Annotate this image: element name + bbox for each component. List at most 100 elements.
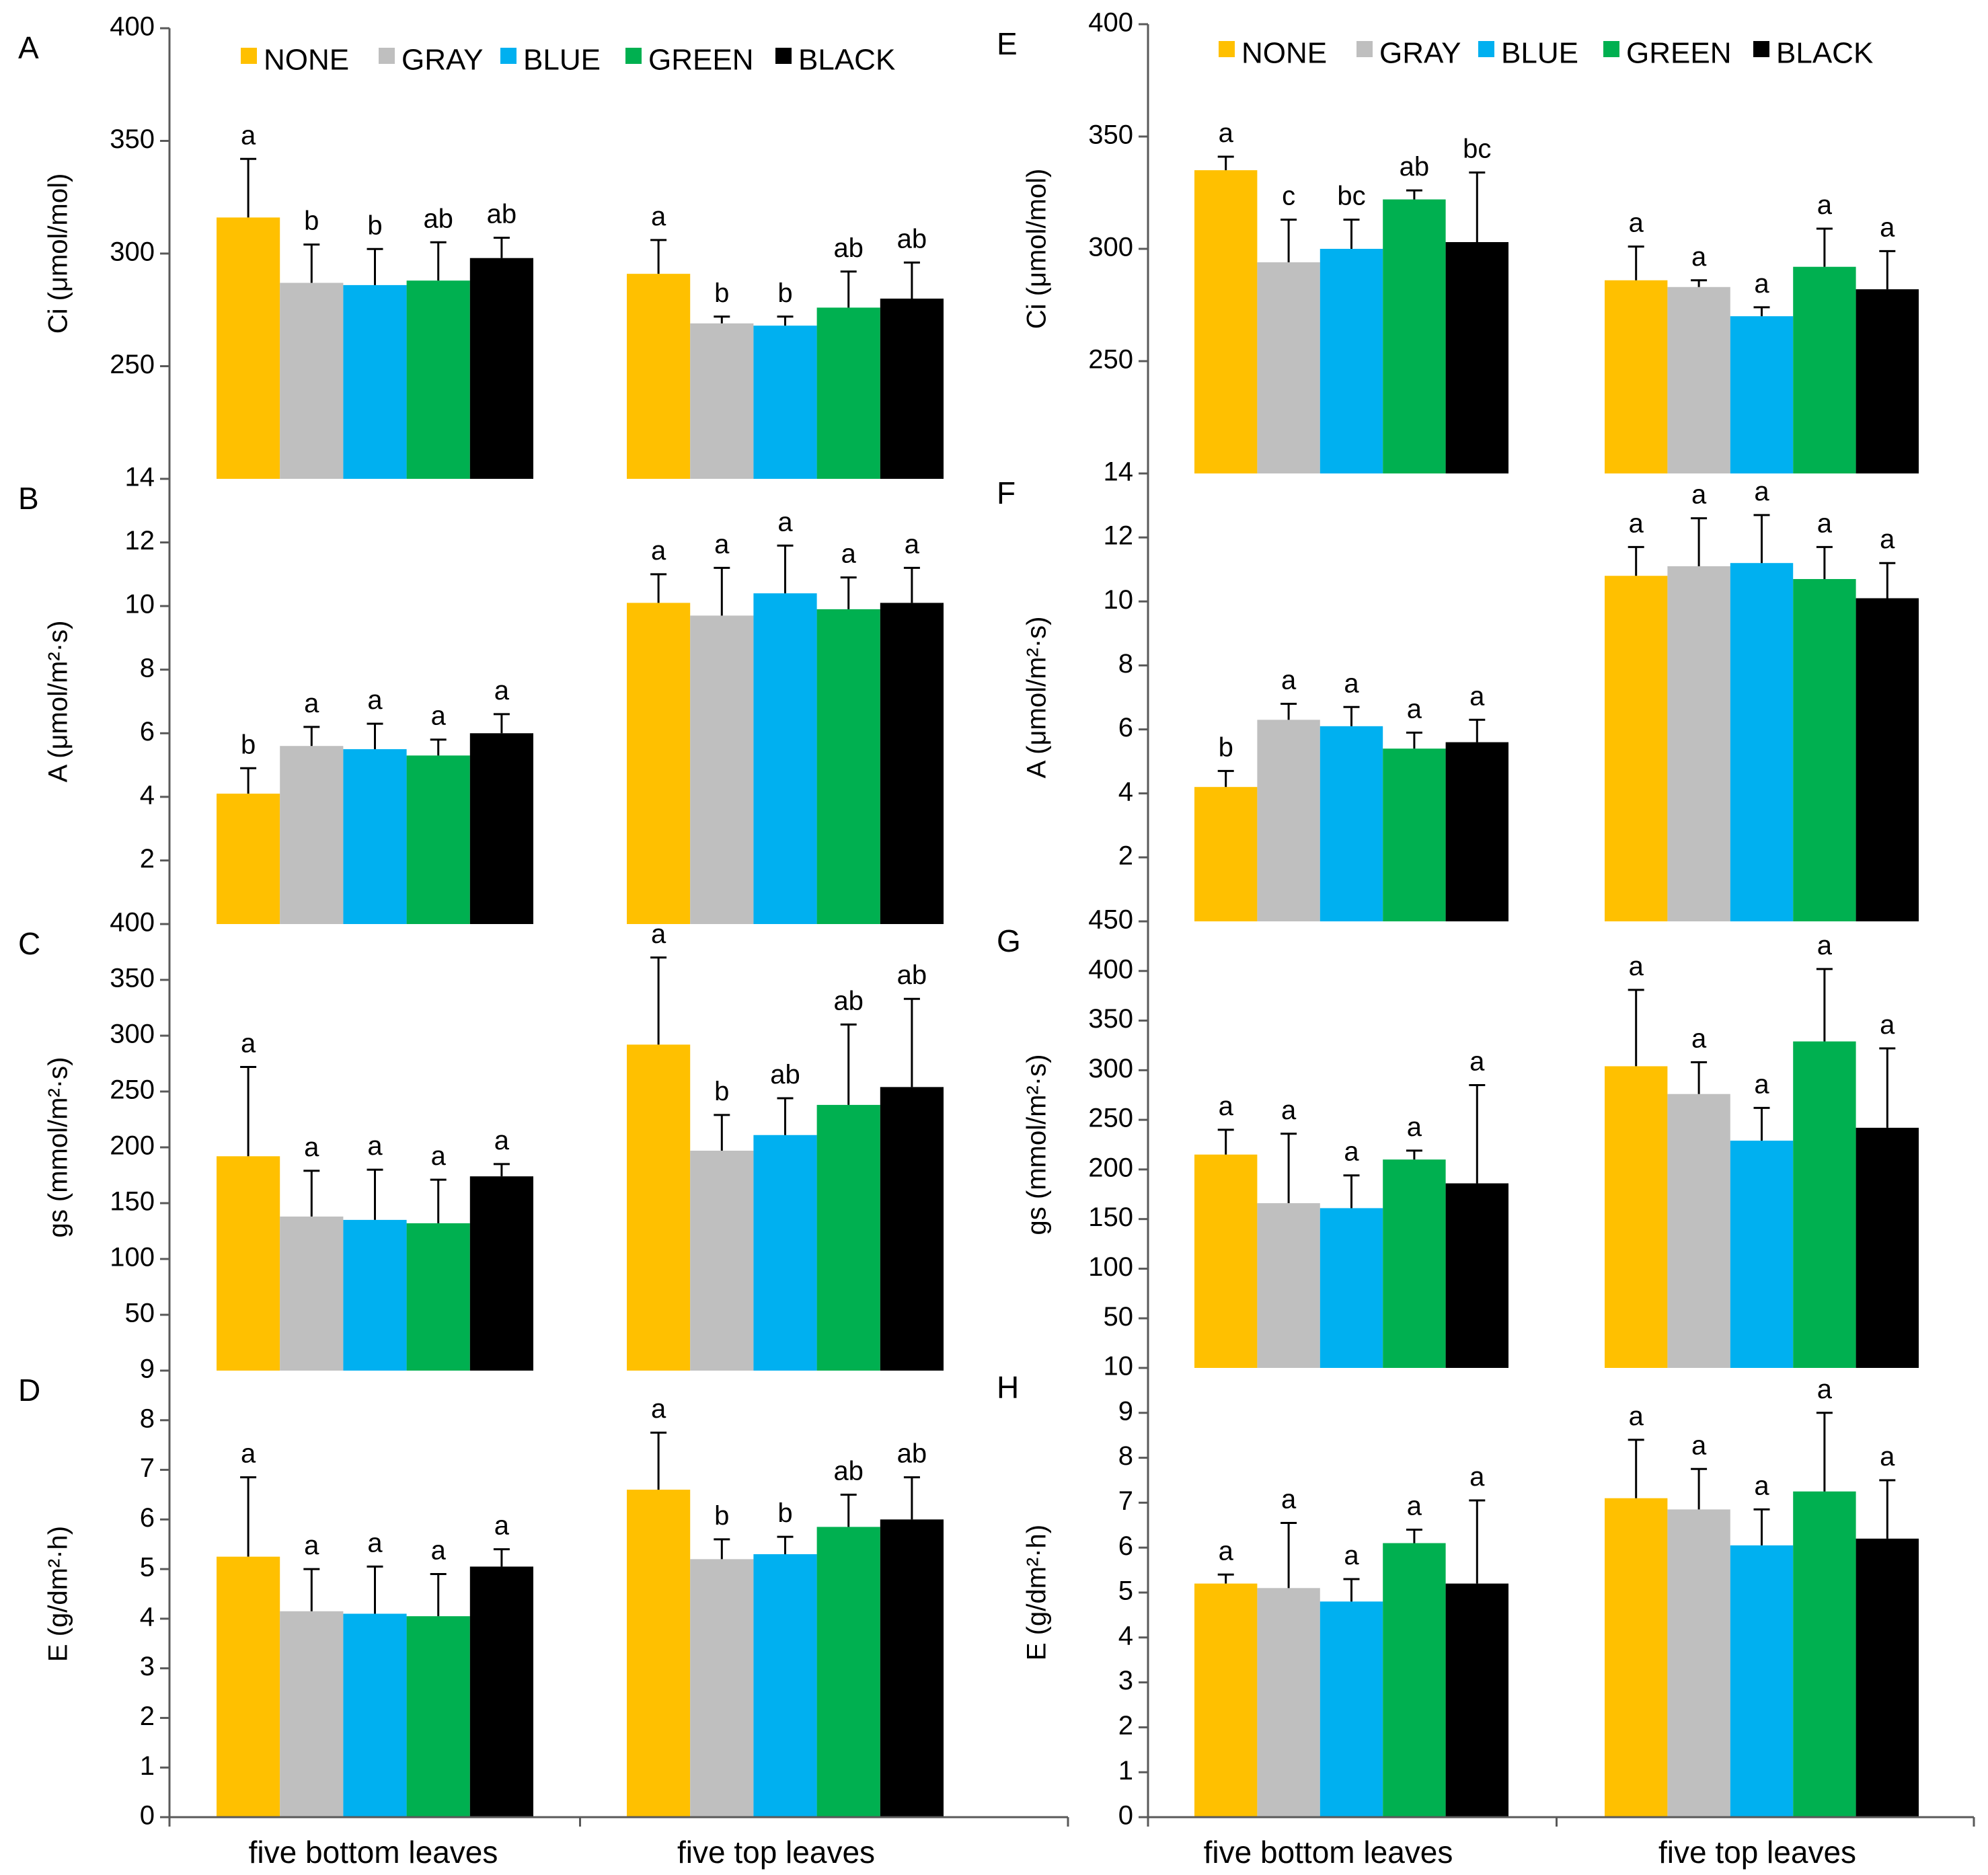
- significance-letter: ab: [833, 233, 864, 263]
- significance-letter: b: [714, 1501, 729, 1531]
- significance-letter: b: [1219, 732, 1233, 762]
- significance-letter: ab: [770, 1060, 800, 1089]
- legend-label-blue: BLUE: [1501, 37, 1578, 70]
- bar-black: [880, 299, 944, 479]
- y-axis-title: E (g/dm²·h): [1022, 1525, 1052, 1660]
- y-tick-label: 300: [1088, 1054, 1133, 1083]
- panel-e: E Ci (μmol/mol) 250 300 350 400 14 a a c a bc a ab a bc…: [997, 8, 1919, 487]
- significance-letter: a: [651, 919, 666, 949]
- bar-gray: [1257, 262, 1320, 473]
- bar-green: [816, 307, 880, 479]
- significance-letter: ab: [423, 204, 453, 233]
- y-tick-label: 8: [1118, 1441, 1133, 1471]
- bar-black: [469, 733, 533, 924]
- panel-letter: F: [997, 475, 1016, 510]
- significance-letter: a: [1281, 1096, 1297, 1125]
- y-tick-label: 2: [140, 844, 155, 874]
- significance-letter: a: [431, 701, 447, 731]
- significance-letter: ab: [487, 200, 517, 229]
- bar-gray: [690, 615, 754, 924]
- y-tick-label: 2: [1118, 841, 1133, 870]
- y-tick-label: 4: [140, 1602, 155, 1632]
- bar-gray: [690, 1150, 754, 1371]
- bar-green: [1383, 199, 1446, 473]
- y-tick-label: 150: [1088, 1202, 1133, 1232]
- significance-letter: a: [714, 529, 730, 559]
- y-tick-label: 10: [125, 590, 155, 619]
- significance-letter: bc: [1337, 182, 1365, 211]
- y-tick-label: 50: [125, 1299, 155, 1328]
- bar-green: [816, 1104, 880, 1371]
- significance-letter: c: [1282, 182, 1295, 211]
- y-tick-label: 14: [1104, 457, 1134, 487]
- bar-gray: [1667, 1094, 1730, 1368]
- bar-blue: [1730, 1545, 1794, 1817]
- significance-letter: a: [1754, 477, 1769, 506]
- bar-green: [1383, 749, 1446, 921]
- significance-letter: ab: [897, 1439, 927, 1469]
- significance-letter: a: [1344, 668, 1359, 698]
- bar-none: [627, 274, 691, 479]
- significance-letter: b: [777, 1498, 792, 1528]
- significance-letter: a: [1344, 1137, 1359, 1167]
- bar-blue: [343, 284, 407, 479]
- significance-letter: a: [651, 536, 666, 566]
- y-tick-label: 250: [110, 1075, 155, 1105]
- legend-swatch-blue: [1478, 41, 1494, 57]
- bar-green: [1793, 1491, 1856, 1817]
- legend-swatch-gray: [1356, 41, 1373, 57]
- bar-blue: [1320, 1208, 1383, 1368]
- y-tick-label: 4: [1118, 777, 1133, 806]
- significance-letter: a: [304, 1133, 319, 1162]
- significance-letter: a: [1219, 118, 1234, 148]
- panel-letter: A: [18, 30, 39, 65]
- bar-none: [1605, 280, 1668, 473]
- bar-black: [1856, 289, 1919, 473]
- significance-letter: a: [494, 1126, 510, 1155]
- bar-black: [880, 1519, 944, 1817]
- y-tick-label: 200: [1088, 1153, 1133, 1182]
- significance-letter: a: [1880, 213, 1895, 242]
- bar-blue: [753, 1135, 817, 1371]
- bar-green: [406, 1616, 470, 1817]
- bar-gray: [1257, 1203, 1320, 1368]
- legend-label-black: BLACK: [798, 44, 895, 77]
- panel-letter: C: [18, 926, 40, 961]
- significance-letter: ab: [897, 960, 927, 990]
- bar-gray: [280, 282, 344, 479]
- significance-letter: a: [1219, 1092, 1234, 1121]
- y-tick-label: 10: [1104, 585, 1134, 615]
- significance-letter: a: [367, 1131, 383, 1161]
- significance-letter: a: [1629, 208, 1644, 238]
- y-tick-label: 400: [110, 908, 155, 938]
- significance-letter: a: [494, 676, 510, 705]
- significance-letter: a: [367, 1528, 383, 1558]
- significance-letter: a: [1754, 269, 1769, 299]
- bar-black: [469, 1176, 533, 1371]
- y-axis-title: Ci (μmol/mol): [44, 174, 73, 334]
- significance-letter: a: [1817, 931, 1833, 960]
- significance-letter: a: [1817, 508, 1833, 538]
- y-tick-label: 50: [1104, 1302, 1134, 1332]
- panel-letter: D: [18, 1373, 40, 1408]
- y-tick-label: 150: [110, 1187, 155, 1217]
- bar-black: [469, 258, 533, 479]
- y-axis-title: E (g/dm²·h): [44, 1526, 73, 1662]
- significance-letter: b: [777, 278, 792, 308]
- bar-green: [816, 1527, 880, 1817]
- significance-letter: a: [367, 685, 383, 715]
- legend-label-none: NONE: [264, 44, 349, 77]
- y-tick-label: 5: [1118, 1576, 1133, 1606]
- significance-letter: a: [1691, 1024, 1707, 1054]
- x-category-label: five bottom leaves: [249, 1835, 498, 1870]
- y-tick-label: 350: [110, 124, 155, 154]
- legend-label-blue: BLUE: [523, 44, 601, 77]
- panel-g: Ggs (mmol/m²·s) 50 100 150 200 250 300 350 400 10…: [997, 921, 1919, 1381]
- bar-none: [1605, 1066, 1668, 1368]
- y-tick-label: 350: [110, 964, 155, 993]
- bar-none: [1605, 1498, 1668, 1817]
- bar-green: [816, 609, 880, 924]
- bar-green: [1793, 1041, 1856, 1368]
- bar-black: [1856, 1127, 1919, 1368]
- y-tick-label: 10: [1104, 1352, 1134, 1381]
